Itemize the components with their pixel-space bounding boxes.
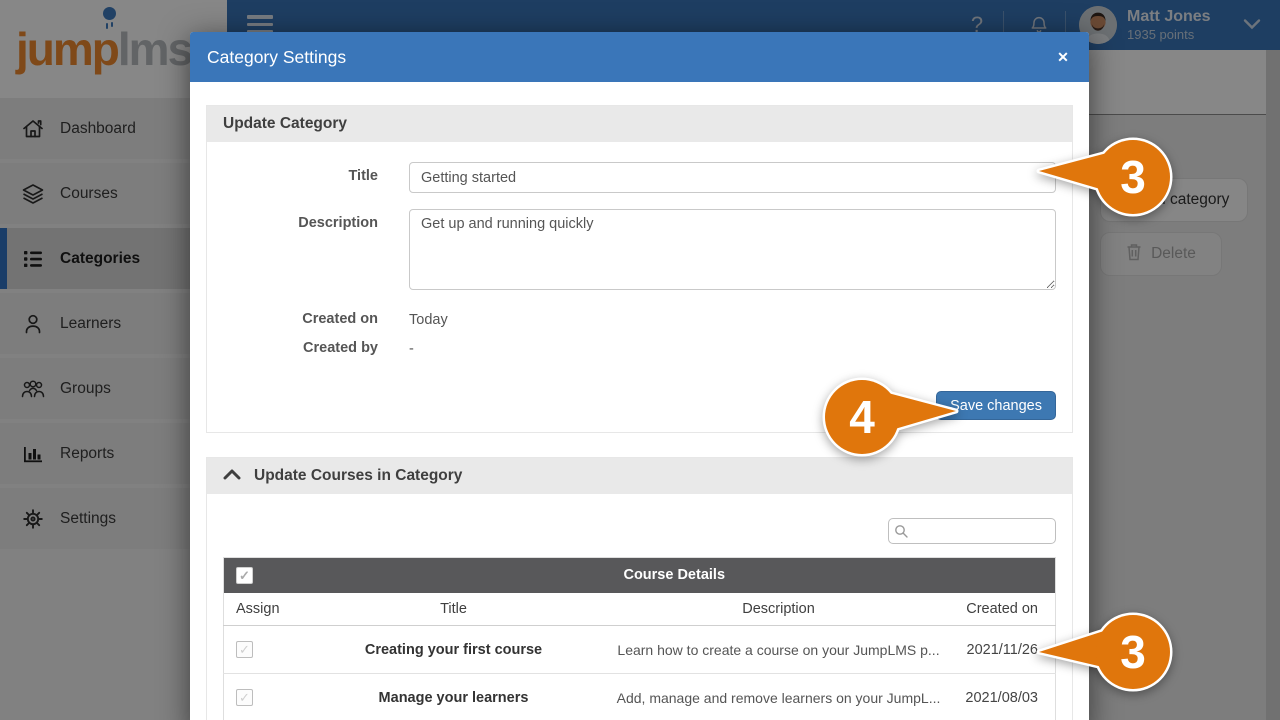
course-description: Add, manage and remove learners on your … <box>613 673 944 720</box>
callout-3-title-input: 3 <box>1036 137 1173 217</box>
table-row: ✓ Creating your first course Learn how t… <box>224 626 1056 674</box>
svg-text:4: 4 <box>849 391 875 443</box>
hamburger-menu-icon[interactable] <box>247 15 273 36</box>
sidebar-item-reports[interactable]: Reports <box>0 423 227 484</box>
description-textarea[interactable]: Get up and running quickly <box>409 209 1056 290</box>
table-group-header: Course Details <box>623 567 726 584</box>
modal-header: Category Settings ✕ <box>190 32 1089 82</box>
people-icon <box>20 376 46 402</box>
gear-icon <box>20 506 46 532</box>
modal-title: Category Settings <box>207 46 347 67</box>
sidebar-item-label: Dashboard <box>60 119 136 137</box>
callout-4-save-button: 4 <box>822 377 959 457</box>
search-input[interactable] <box>889 519 1055 543</box>
sidebar-item-dashboard[interactable]: Dashboard <box>0 98 227 159</box>
course-description: Learn how to create a course on your Jum… <box>617 641 940 658</box>
update-category-panel: Update Category Title Description Get up… <box>206 105 1073 433</box>
sidebar-nav: Dashboard Courses Categories Learners <box>0 98 227 553</box>
user-points: 1935 points <box>1127 27 1195 42</box>
trash-icon <box>1126 243 1142 266</box>
courses-table: ✓ Course Details Assign Title Descriptio… <box>223 557 1056 720</box>
course-search <box>888 518 1056 544</box>
row-checkbox[interactable]: ✓ <box>236 689 253 706</box>
delete-button[interactable]: Delete <box>1100 232 1222 276</box>
header-divider <box>1003 11 1004 39</box>
sidebar: jumplms Dashboard Courses Categories <box>0 0 227 720</box>
sidebar-item-label: Settings <box>60 509 117 527</box>
course-title: Manage your learners <box>293 673 614 720</box>
sidebar-item-settings[interactable]: Settings <box>0 488 227 549</box>
sidebar-item-groups[interactable]: Groups <box>0 358 227 419</box>
column-header-created-on: Created on <box>943 592 1056 626</box>
help-icon[interactable]: ? <box>970 12 984 37</box>
update-category-body: Title Description Get up and running qui… <box>207 142 1072 432</box>
close-icon[interactable]: ✕ <box>1057 49 1069 65</box>
sidebar-item-label: Categories <box>60 249 141 267</box>
logo-motion-line <box>106 23 108 29</box>
svg-text:3: 3 <box>1120 151 1146 203</box>
course-created-on: 2021/11/26 <box>966 641 1039 658</box>
chevron-up-icon[interactable] <box>223 467 241 485</box>
logo-motion-line <box>111 22 113 27</box>
bar-chart-icon <box>20 441 46 467</box>
svg-text:3: 3 <box>1120 626 1146 678</box>
callout-3-created-date: 3 <box>1036 612 1173 692</box>
person-icon <box>20 311 46 337</box>
title-label: Title <box>348 168 378 184</box>
save-changes-button[interactable]: Save changes <box>936 391 1056 420</box>
update-courses-panel: Update Courses in Category <box>206 457 1073 720</box>
category-settings-modal: Category Settings ✕ Update Category Titl… <box>190 32 1089 720</box>
course-created-on: 2021/08/03 <box>943 673 1056 720</box>
created-on-label: Created on <box>302 311 378 327</box>
logo-text: jumplms <box>16 23 193 75</box>
row-checkbox[interactable]: ✓ <box>236 641 253 658</box>
table-row: ✓ Manage your learners Add, manage and r… <box>223 673 1056 720</box>
update-courses-header[interactable]: Update Courses in Category <box>207 458 1072 494</box>
column-header-description: Description <box>613 592 944 626</box>
scrollbar[interactable] <box>1266 50 1280 720</box>
books-icon <box>20 181 46 207</box>
section-title: Update Courses in Category <box>254 467 463 484</box>
sidebar-item-label: Reports <box>60 444 115 462</box>
column-header-assign: Assign <box>223 592 294 626</box>
created-on-value: Today <box>409 312 448 328</box>
delete-label: Delete <box>1151 245 1196 262</box>
title-input[interactable] <box>409 162 1056 193</box>
notifications-bell-icon[interactable] <box>1017 0 1061 50</box>
update-courses-body: ✓ Course Details Assign Title Descriptio… <box>207 494 1072 720</box>
logo-dot-icon <box>103 7 116 20</box>
sidebar-item-label: Courses <box>60 184 118 202</box>
user-name: Matt Jones <box>1127 8 1211 25</box>
chevron-down-icon[interactable] <box>1243 17 1261 35</box>
column-header-title: Title <box>293 592 614 626</box>
sidebar-item-label: Learners <box>60 314 122 332</box>
modal-body: Update Category Title Description Get up… <box>190 82 1089 720</box>
created-by-label: Created by <box>303 340 378 356</box>
update-category-header: Update Category <box>207 106 1072 142</box>
sidebar-item-learners[interactable]: Learners <box>0 293 227 354</box>
description-label: Description <box>298 215 378 231</box>
sidebar-item-courses[interactable]: Courses <box>0 163 227 224</box>
list-icon <box>20 246 46 272</box>
user-menu[interactable]: Matt Jones 1935 points <box>1127 7 1211 43</box>
home-icon <box>20 116 46 142</box>
sidebar-item-label: Groups <box>60 379 111 397</box>
created-by-value: - <box>409 341 414 357</box>
sidebar-item-categories[interactable]: Categories <box>0 228 227 289</box>
logo[interactable]: jumplms <box>0 0 227 98</box>
header-divider <box>1065 11 1066 39</box>
course-title: Creating your first course <box>364 641 543 658</box>
section-title: Update Category <box>223 115 348 132</box>
select-all-checkbox[interactable]: ✓ <box>236 566 253 584</box>
